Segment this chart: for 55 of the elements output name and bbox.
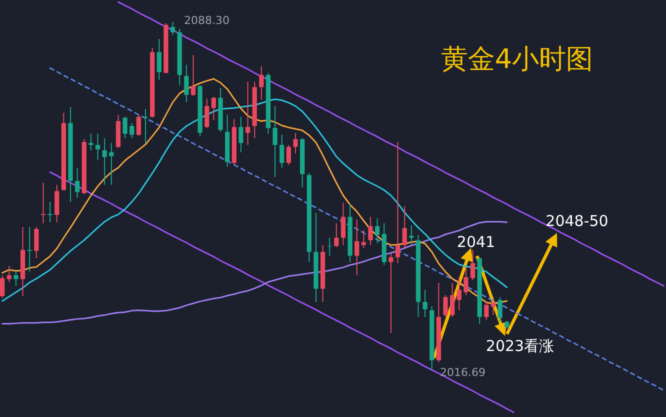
candlestick <box>490 299 496 316</box>
candlestick <box>238 116 244 153</box>
candlestick <box>0 274 5 299</box>
candlestick <box>422 289 428 318</box>
annotation: 2088.30 <box>184 14 230 27</box>
candlestick <box>280 134 284 168</box>
candlestick <box>464 266 468 296</box>
candlestick <box>456 276 462 311</box>
candlestick <box>130 122 134 139</box>
annotation: 2048-50 <box>546 212 608 230</box>
candlestick <box>286 144 291 166</box>
candlestick <box>88 133 94 151</box>
candlestick <box>48 201 52 223</box>
candlestick <box>402 206 407 248</box>
candlestick <box>361 230 366 248</box>
candlestick <box>259 66 264 100</box>
candlestick <box>368 216 373 246</box>
candlestick <box>136 114 141 137</box>
candlestick <box>354 218 360 276</box>
annotation: 2016.69 <box>440 366 486 379</box>
candlestick <box>395 142 400 264</box>
candlestick <box>498 296 502 322</box>
candlestick <box>156 38 162 80</box>
candlestick <box>170 21 176 36</box>
annotation: 2041 <box>456 233 496 251</box>
candlestick <box>102 138 107 186</box>
candlestick <box>334 222 339 248</box>
candlestick <box>450 282 455 318</box>
candlestick <box>27 226 32 272</box>
candlestick <box>122 116 128 139</box>
candlestick <box>272 106 278 178</box>
candlestick <box>375 218 380 244</box>
candlestick <box>34 226 39 259</box>
annotation: 2023看涨 <box>486 337 554 355</box>
candlestick <box>190 54 196 96</box>
candlestick <box>40 182 46 224</box>
candlestick <box>293 132 298 154</box>
candlestick <box>184 64 189 103</box>
candlestick <box>14 271 18 286</box>
candlestick <box>211 96 216 121</box>
candlestick <box>245 81 250 146</box>
candlestick <box>484 301 489 320</box>
text: 黄金4小时图 <box>440 44 594 75</box>
candlestick <box>470 249 476 281</box>
candlestick <box>6 265 12 283</box>
candlestick <box>75 167 80 198</box>
candlestick <box>340 202 346 246</box>
candlestick <box>54 184 60 223</box>
candlestick <box>443 294 448 318</box>
candlestick <box>109 142 114 186</box>
candlestick <box>204 98 210 128</box>
candlestick <box>409 224 414 246</box>
candlestick <box>327 237 332 256</box>
candlestick <box>388 252 394 334</box>
candlestick <box>95 133 100 161</box>
